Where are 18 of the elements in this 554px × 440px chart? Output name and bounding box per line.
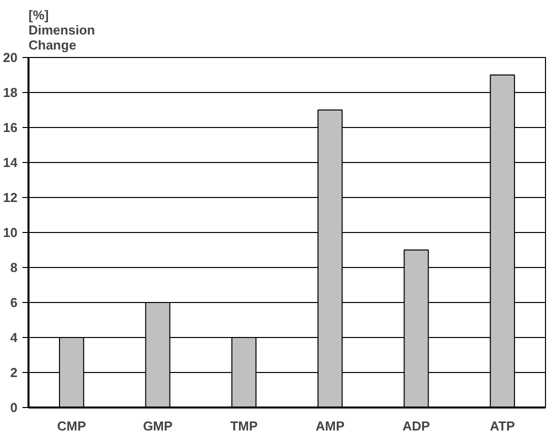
y-tick-label: 4 [10, 330, 18, 345]
y-tick-label: 12 [3, 190, 18, 205]
x-tick-label: ADP [402, 418, 430, 434]
y-tick-label: 20 [3, 50, 18, 65]
y-tick-label: 2 [10, 365, 18, 380]
x-tick-label: CMP [57, 418, 86, 434]
y-tick-label: 6 [10, 295, 18, 310]
y-tick-label: 14 [3, 155, 18, 170]
x-tick-label: GMP [142, 418, 173, 434]
y-tick-label: 10 [3, 225, 18, 240]
y-tick-label: 18 [3, 85, 18, 100]
x-tick-label: ATP [490, 418, 516, 434]
y-tick-label: 8 [10, 260, 18, 275]
x-tick-label: AMP [316, 418, 345, 434]
y-axis-title: [%] Dimension Change [28, 8, 96, 52]
y-tick-label: 0 [10, 400, 18, 415]
x-tick-label: TMP [230, 418, 258, 434]
y-tick-label: 16 [3, 120, 18, 135]
